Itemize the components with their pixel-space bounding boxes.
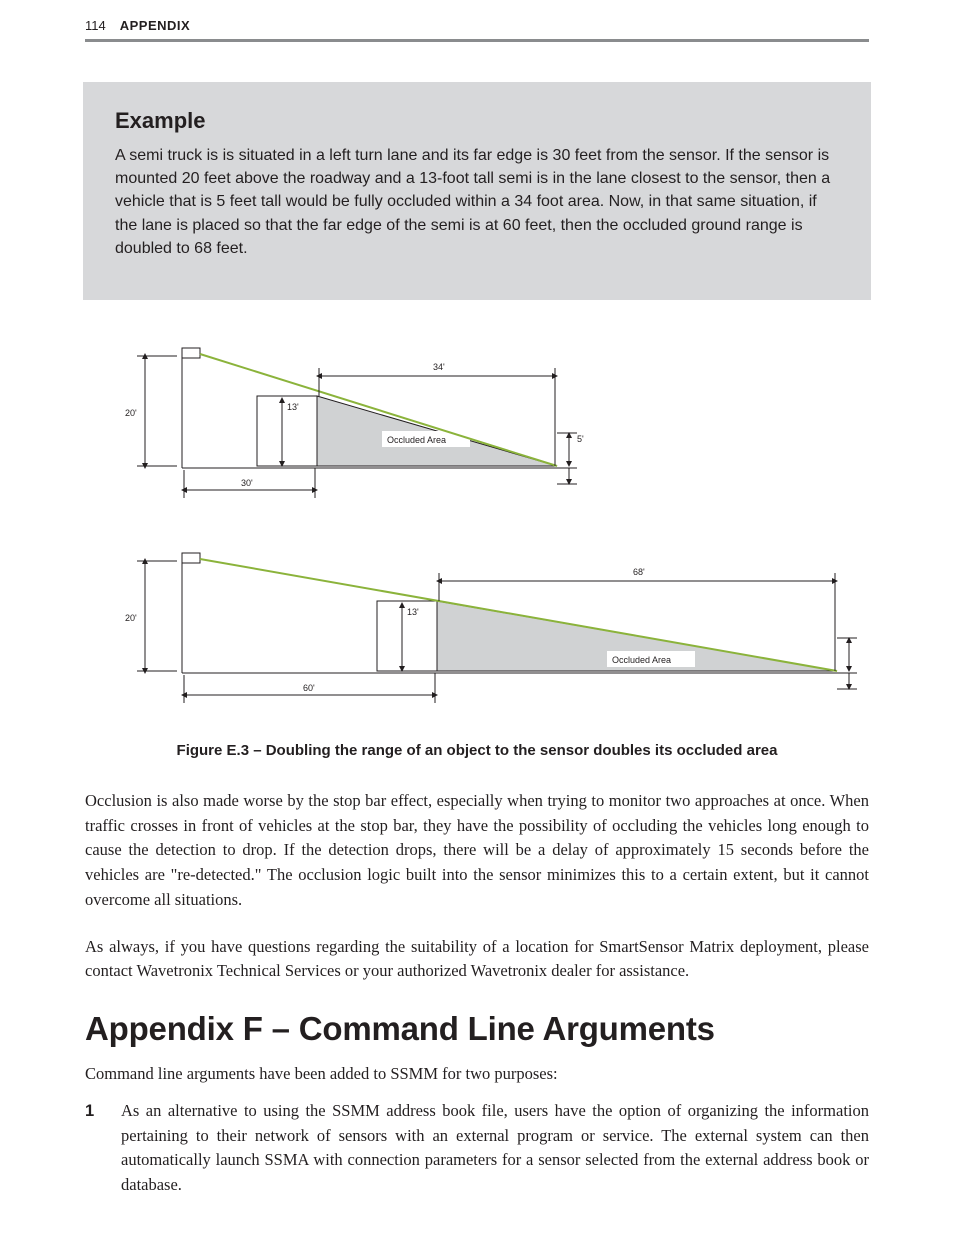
example-body: A semi truck is is situated in a left tu… [115, 144, 839, 260]
header-rule [85, 39, 869, 42]
list-item-text: As an alternative to using the SSMM addr… [121, 1099, 869, 1198]
figure-e3: 20' 13' Occluded Area 34' [85, 328, 869, 728]
page-number: 114 [85, 18, 106, 33]
d1-truck-dist: 30' [241, 478, 253, 488]
d1-occluded-len: 34' [433, 362, 445, 372]
page: 114 APPENDIX Example A semi truck is is … [0, 0, 954, 1258]
example-heading: Example [115, 108, 839, 134]
d2-occluded-label: Occluded Area [612, 655, 671, 665]
d1-occluded-label: Occluded Area [387, 435, 446, 445]
appendix-f-heading: Appendix F – Command Line Arguments [85, 1010, 869, 1048]
section-label: APPENDIX [120, 18, 190, 33]
d1-sensor-height: 20' [125, 408, 137, 418]
appendix-f-list: 1 As an alternative to using the SSMM ad… [85, 1099, 869, 1198]
d1-truck-height: 13' [287, 402, 299, 412]
example-callout: Example A semi truck is is situated in a… [83, 82, 871, 300]
body-paragraph-2: As always, if you have questions regardi… [85, 935, 869, 985]
d2-occluded-len: 68' [633, 567, 645, 577]
appendix-f-intro: Command line arguments have been added t… [85, 1062, 869, 1087]
figure-caption: Figure E.3 – Doubling the range of an ob… [85, 742, 869, 759]
list-item-number: 1 [85, 1099, 99, 1198]
body-paragraph-1: Occlusion is also made worse by the stop… [85, 789, 869, 913]
d2-truck-dist: 60' [303, 683, 315, 693]
list-item: 1 As an alternative to using the SSMM ad… [85, 1099, 869, 1198]
d1-car-height: 5' [577, 434, 584, 444]
running-head: 114 APPENDIX [85, 0, 869, 39]
occlusion-diagram-svg: 20' 13' Occluded Area 34' [97, 328, 857, 728]
d2-sensor-height: 20' [125, 613, 137, 623]
d2-truck-height: 13' [407, 607, 419, 617]
